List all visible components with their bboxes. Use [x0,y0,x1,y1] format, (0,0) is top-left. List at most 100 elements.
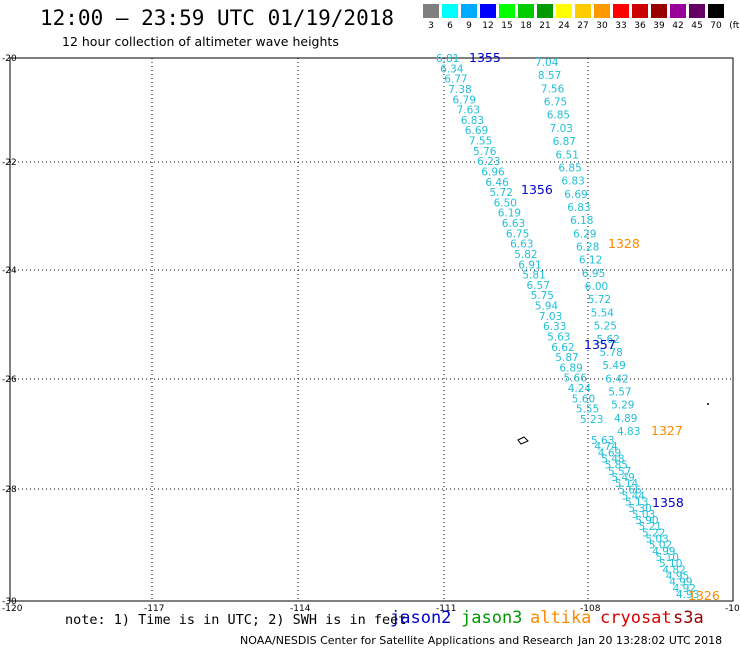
wave-height-west-track: 5.75 [531,290,554,302]
wave-height-west-track: 6.19 [498,208,521,220]
wave-height-west-track: 5.66 [564,373,588,385]
wave-height-west-track: 6.57 [527,280,550,292]
lat-tick-label: -26 [2,375,17,385]
lon-tick-label: -114 [290,604,311,614]
page-title: 12:00 – 23:59 UTC 01/19/2018 [40,6,395,30]
wave-height-south-track: 5.02 [649,540,672,552]
wave-height-east-track: 5.62 [597,334,620,346]
wave-height-east-track: 6.69 [564,189,587,201]
wave-height-east-track: 6.29 [573,228,596,240]
wave-height-east-track: 4.83 [617,426,640,438]
wave-height-west-track: 6.81 [436,53,459,65]
wave-height-west-track: 7.38 [448,84,471,96]
wave-height-west-track: 5.87 [555,352,578,364]
wave-height-south-track: 5.44 [622,490,646,502]
wave-height-west-track: 6.69 [465,125,488,137]
wave-height-west-track: 7.63 [457,105,480,117]
legend-swatch-18 [518,4,534,18]
map-frame [9,57,734,602]
legend-label: 27 [577,21,589,31]
wave-height-east-track: 7.03 [550,123,573,135]
pass-label: 1326 [688,588,720,603]
satellite-s3a: s3a [673,608,704,628]
wave-height-south-track: 5.85 [605,460,628,472]
wave-height-east-track: 6.85 [558,162,581,174]
wave-height-east-track: 5.57 [608,387,631,399]
wave-height-south-track: 5.13 [625,497,648,509]
wave-height-south-track: 5.22 [642,527,665,539]
wave-height-west-track: 6.46 [485,177,509,189]
legend-label: 12 [482,21,494,31]
legend-swatch-27 [575,4,591,18]
wave-height-east-track: 6.51 [556,149,579,161]
legend-label: 9 [466,21,472,31]
legend-swatch-9 [461,4,477,18]
pass-label: 1357 [584,337,616,352]
lat-tick-label: -20 [2,54,17,64]
wave-height-south-track: 4.82 [662,564,685,576]
lon-tick-label: -111 [436,604,456,614]
wave-height-south-track: 4.99 [669,577,692,589]
wave-height-south-track: 5.10 [659,558,682,570]
wave-height-south-track: 4.69 [598,447,621,459]
wave-height-east-track: 6.83 [567,202,590,214]
legend-label: 18 [520,21,532,31]
footer-timestamp: Jan 20 13:28:02 UTC 2018 [578,634,723,647]
wave-height-south-track: 5.90 [635,515,658,527]
footer-note: note: 1) Time is in UTC; 2) SWH is in fe… [65,612,407,628]
wave-height-east-track: 5.78 [599,347,622,359]
wave-height-west-track: 5.55 [576,404,599,416]
legend-swatch-30 [594,4,610,18]
legend-swatch-6 [442,4,458,18]
legend-label: 3 [428,21,434,31]
island-dot [707,403,709,405]
wave-height-south-track: 5.49 [611,472,634,484]
wave-height-west-track: 6.63 [510,239,533,251]
legend-label: 30 [596,21,608,31]
legend-label: 70 [710,21,722,31]
wave-height-west-track: 5.76 [473,146,497,158]
wave-height-west-track: 7.55 [469,136,492,148]
wave-height-west-track: 6.23 [477,156,500,168]
wave-height-east-track: 6.95 [582,268,605,280]
altimeter-tracks: 6.816.346.777.386.797.636.836.697.555.76… [436,50,720,603]
wave-height-west-track: 7.03 [539,311,562,323]
wave-height-south-track: 5.21 [639,521,662,533]
legend-label: 36 [634,21,646,31]
pass-label: 1328 [608,236,640,251]
wave-height-south-track: 4.99 [652,546,675,558]
island-shape [517,436,529,445]
legend-label: 15 [501,21,513,31]
wave-height-east-track: 6.75 [544,97,567,109]
wave-height-west-track: 6.50 [494,197,517,209]
wave-height-south-track: 5.48 [601,454,624,466]
footer-credit: NOAA/NESDIS Center for Satellite Applica… [240,634,574,647]
legend-swatch-42 [670,4,686,18]
lon-tick-label: -108 [580,604,601,614]
wave-height-east-track: 6.28 [576,242,599,254]
lat-tick-label: -30 [2,597,17,607]
wave-height-east-track: 8.57 [538,70,561,82]
legend-label: 6 [447,21,453,31]
wave-height-west-track: 6.75 [506,228,529,240]
wave-height-south-track: 5.63 [591,435,614,447]
pass-label: 1355 [469,50,501,65]
axis-ticks: -20 -22 -24 -26 -28 -30-120 -117 -114 -111 -108 -1… [2,54,740,614]
legend-unit: (ft) [729,21,740,31]
legend-swatch-15 [499,4,515,18]
wave-height-west-track: 6.34 [440,63,464,75]
legend-swatch-45 [689,4,705,18]
wave-height-west-track: 6.77 [444,74,467,86]
wave-height-east-track: 6.00 [585,281,608,293]
wave-height-west-track: 5.63 [547,332,570,344]
wave-height-east-track: 7.04 [535,57,559,69]
lon-tick-label: -120 [2,604,23,614]
wave-height-east-track: 5.29 [611,400,634,412]
wave-height-east-track: 6.83 [561,176,584,188]
wave-height-south-track: 5.57 [608,466,631,478]
wave-height-south-track: 4.74 [594,441,618,453]
legend-label: 33 [615,21,627,31]
wave-height-south-track: 5.03 [645,534,668,546]
legend-label: 39 [653,21,665,31]
